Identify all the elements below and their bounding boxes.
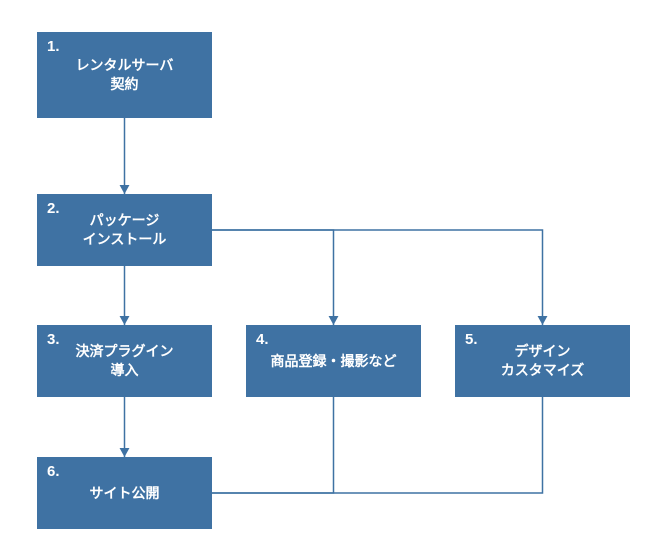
flowchart-node-n3: 3.決済プラグイン 導入 — [37, 325, 212, 397]
flowchart-node-n2: 2.パッケージ インストール — [37, 194, 212, 266]
flowchart-node-n6: 6.サイト公開 — [37, 457, 212, 529]
flowchart-node-n1: 1.レンタルサーバ 契約 — [37, 32, 212, 118]
node-label: 商品登録・撮影など — [246, 325, 421, 397]
node-label: サイト公開 — [37, 457, 212, 529]
flowchart-canvas: 1.レンタルサーバ 契約 2.パッケージ インストール 3.決済プラグイン 導入 4.… — [0, 0, 670, 559]
flowchart-node-n5: 5.デザイン カスタマイズ — [455, 325, 630, 397]
flowchart-node-n4: 4.商品登録・撮影など — [246, 325, 421, 397]
node-label: レンタルサーバ 契約 — [37, 32, 212, 118]
node-label: 決済プラグイン 導入 — [37, 325, 212, 397]
node-label: パッケージ インストール — [37, 194, 212, 266]
node-label: デザイン カスタマイズ — [455, 325, 630, 397]
